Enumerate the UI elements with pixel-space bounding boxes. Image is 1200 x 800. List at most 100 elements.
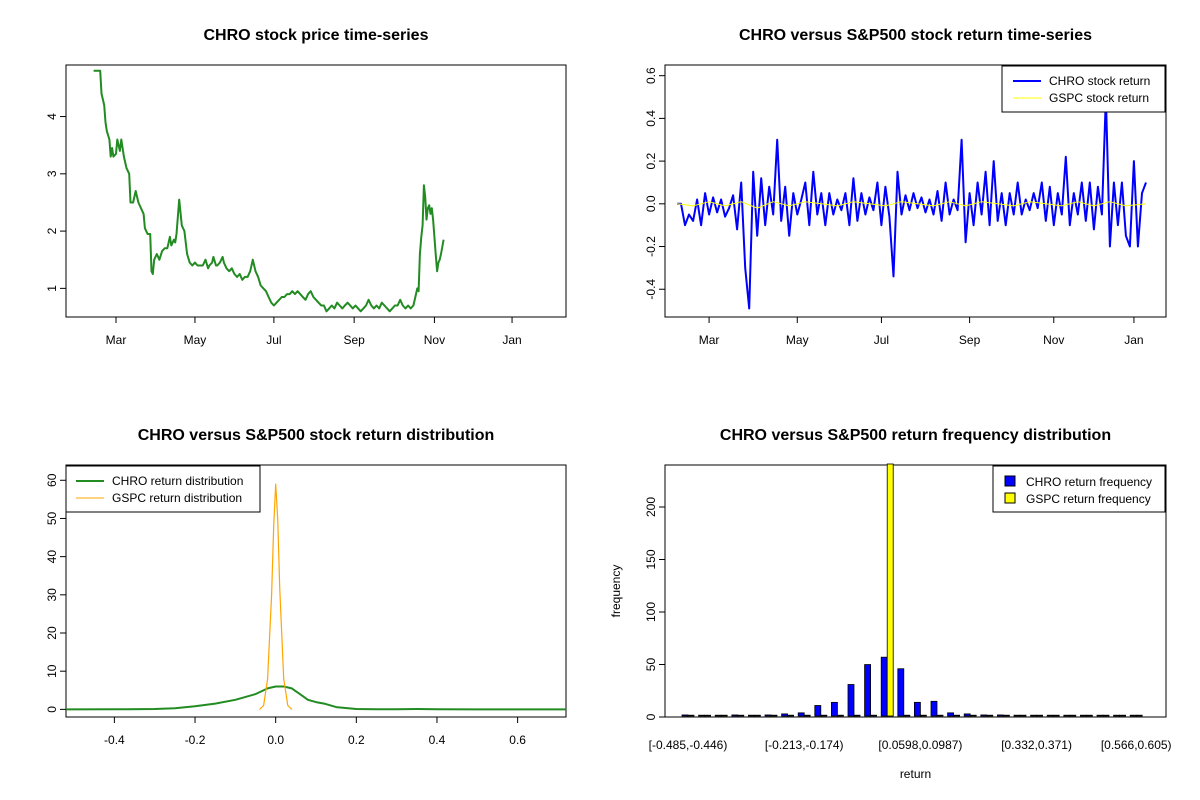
chro-bar [731,714,739,717]
chro-bar [864,664,871,717]
gspc-bar [886,463,894,717]
gspc-bar [687,714,695,717]
density-lines [66,483,566,711]
x-tick-label: Mar [106,333,127,347]
x-tick-label: [0.566,0.605) [1101,738,1172,752]
x-tick-label: May [184,333,207,347]
plot-frame-2 [664,64,1167,318]
chro-bar [1013,714,1021,717]
plot-frame-3 [65,464,567,718]
return-timeseries-chart: CHRO versus S&P500 stock return time-ser… [644,27,1167,347]
gspc-bar [720,714,728,717]
legend-label: CHRO return frequency [1026,475,1152,489]
y-tick-label: 0.2 [644,152,658,169]
plot-frame-1 [65,64,567,318]
y-tick-label: 60 [45,473,59,487]
x-tick-label: [-0.213,-0.174) [765,738,844,752]
bars [681,463,1143,717]
x-tick-label: Jan [502,333,521,347]
chart-title: CHRO stock price time-series [204,27,429,44]
y-tick-label: 100 [644,602,658,622]
gspc-bar [870,714,877,717]
y-tick-label: 0.4 [644,110,658,127]
legend-swatch [1004,492,1016,504]
x-tick-label: Jan [1124,333,1143,347]
gspc-return-line [676,201,1147,209]
gspc-bar [853,714,861,717]
y-axis-label: frequency [609,565,623,618]
legend-box [1001,65,1166,113]
y-tick-label: 200 [644,497,658,517]
legend-box [992,465,1166,513]
chro-bar [930,700,938,717]
y-tick-label: 50 [45,511,59,525]
y-tick-label: 50 [644,658,658,672]
gspc-bar [1119,714,1126,717]
chro-price-line [93,69,445,313]
legend-swatch [1004,475,1016,487]
chro-bar [980,714,988,717]
chro-bar [831,701,838,717]
legend-label: GSPC stock return [1049,91,1149,105]
gspc-bar [1069,714,1077,717]
x-tick-label: 0.0 [267,733,284,747]
gspc-density-line [259,483,293,710]
x-tick-label: Jul [874,333,889,347]
y-tick-label: 30 [45,588,59,602]
x-tick-label: [0.332,0.371) [1001,738,1072,752]
x-tick-label: Jul [266,333,281,347]
chro-bar [814,705,822,717]
x-tick-label: 0.2 [348,733,365,747]
x-tick-label: May [786,333,809,347]
chro-bar [897,668,905,717]
legend: CHRO stock return GSPC stock return [1001,65,1166,113]
x-tick-label: Sep [343,333,365,347]
x-tick-label: Nov [424,333,445,347]
gspc-bar [803,714,811,717]
gspc-bar [1052,714,1060,717]
legend-label: GSPC return distribution [112,491,242,505]
y-tick-label: 10 [45,664,59,678]
chro-return-line [677,96,1147,310]
gspc-bar [986,714,994,717]
chro-bar [1030,714,1037,717]
chro-bar [781,713,788,717]
y-tick-label: 0 [644,713,658,720]
chro-bar [748,714,755,717]
legend-label: CHRO return distribution [112,474,243,488]
chro-bar [880,656,888,717]
y-tick-label: -0.4 [644,279,658,300]
gspc-bar [820,714,828,717]
gspc-bar [1003,714,1010,717]
y-tick-label: 0.0 [644,195,658,212]
gspc-bar [936,714,944,717]
y-tick-label: -0.2 [644,236,658,257]
chro-bar [1080,714,1087,717]
gspc-bar [1086,714,1093,717]
x-tick-label: 0.6 [509,733,526,747]
legend-box [65,465,261,513]
y-tick-label: 2 [45,227,59,234]
chro-bar [847,684,855,717]
chro-bar [1096,714,1104,717]
y-tick-label: 3 [45,170,59,177]
x-tick-label: Sep [959,333,981,347]
legend: CHRO return distribution GSPC return dist… [65,465,261,513]
chro-bar [1113,714,1120,717]
chro-bar [914,701,921,717]
gspc-bar [969,714,977,717]
gspc-bar [754,714,761,717]
chro-bar [714,714,722,717]
gspc-bar [704,714,711,717]
x-tick-label: [-0.485,-0.446) [649,738,728,752]
y-tick-label: 20 [45,626,59,640]
x-axis-label: return [900,767,931,781]
legend: CHRO return frequency GSPC return frequen… [992,465,1166,513]
y-tick-label: 0.6 [644,67,658,84]
gspc-bar [837,714,844,717]
y-tick-label: 0 [45,706,59,713]
chro-density-line [66,685,566,711]
gspc-bar [953,714,960,717]
